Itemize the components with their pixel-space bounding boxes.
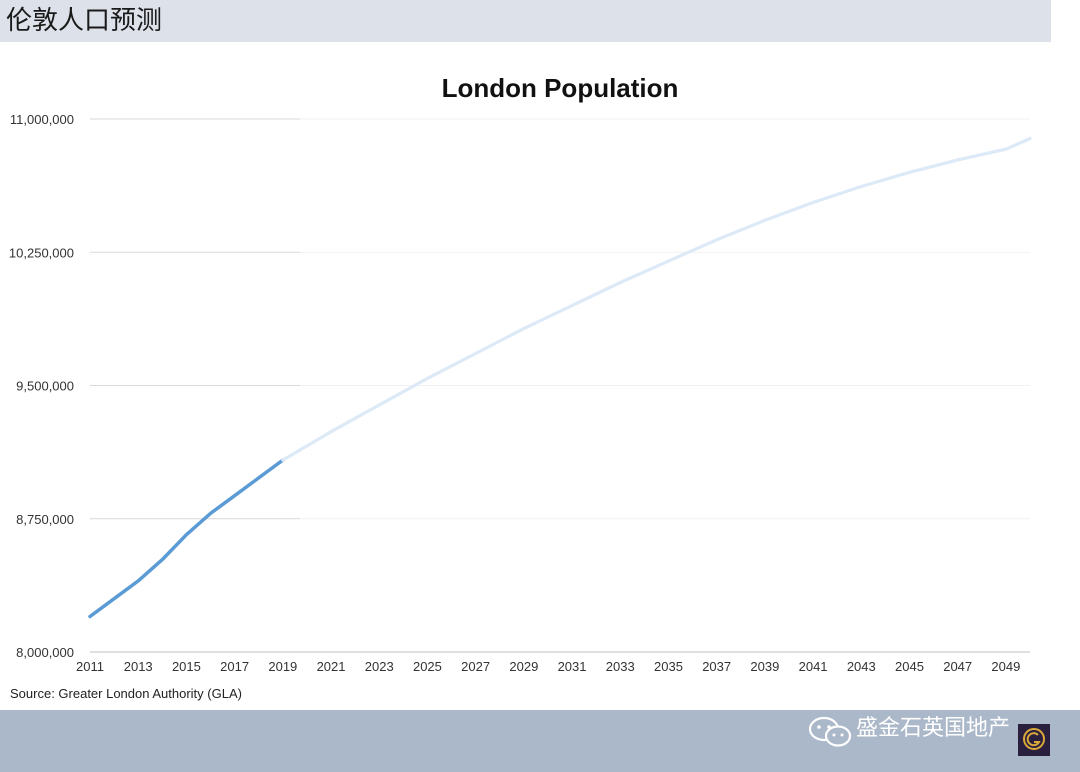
x-tick-label: 2049 [991,659,1020,674]
x-tick-label: 2011 [76,659,104,674]
gs-logo-icon [1018,724,1050,756]
y-axis: 8,000,000 8,750,000 9,500,000 10,250,000 11,… [9,112,74,660]
population-line-chart: 8,000,000 8,750,000 9,500,000 10,250,000 11,… [9,73,1032,674]
x-tick-label: 2047 [943,659,972,674]
x-tick-label: 2031 [558,659,587,674]
x-tick-label: 2029 [509,659,538,674]
x-axis: 2011 2013 2015 2017 2019 2021 2023 2025 2027 2029… [76,651,1030,674]
header-bar: 伦敦人口预测 [0,0,1051,42]
brand-name: 盛金石英国地产 [856,716,1011,741]
x-tick-label: 2019 [268,659,297,674]
x-tick-label: 2045 [895,659,924,674]
wechat-icon [808,716,852,747]
chart-title: London Population [442,73,679,103]
x-tick-label: 2025 [413,659,442,674]
series-line-actual [88,458,285,619]
source-note: Source: Greater London Authority (GLA) [10,686,242,701]
page-title: 伦敦人口预测 [6,6,163,36]
x-tick-label: 2035 [654,659,683,674]
y-tick-label: 8,000,000 [16,645,74,660]
x-tick-label: 2023 [365,659,394,674]
x-tick-label: 2021 [317,659,346,674]
series-line-projected [281,136,1032,462]
footer-bar: 盛金石英国地产 [0,710,1080,772]
x-tick-label: 2037 [702,659,731,674]
gridlines [90,118,1030,520]
y-tick-label: 8,750,000 [16,512,74,527]
y-tick-label: 9,500,000 [16,379,74,394]
y-tick-label: 10,250,000 [9,245,74,260]
x-tick-label: 2027 [461,659,490,674]
plot-area [88,136,1032,619]
y-tick-label: 11,000,000 [10,112,74,127]
x-tick-label: 2015 [172,659,201,674]
x-tick-label: 2043 [847,659,876,674]
x-tick-label: 2039 [750,659,779,674]
x-tick-label: 2013 [124,659,153,674]
x-tick-label: 2033 [606,659,635,674]
x-tick-label: 2041 [799,659,828,674]
x-tick-label: 2017 [220,659,249,674]
